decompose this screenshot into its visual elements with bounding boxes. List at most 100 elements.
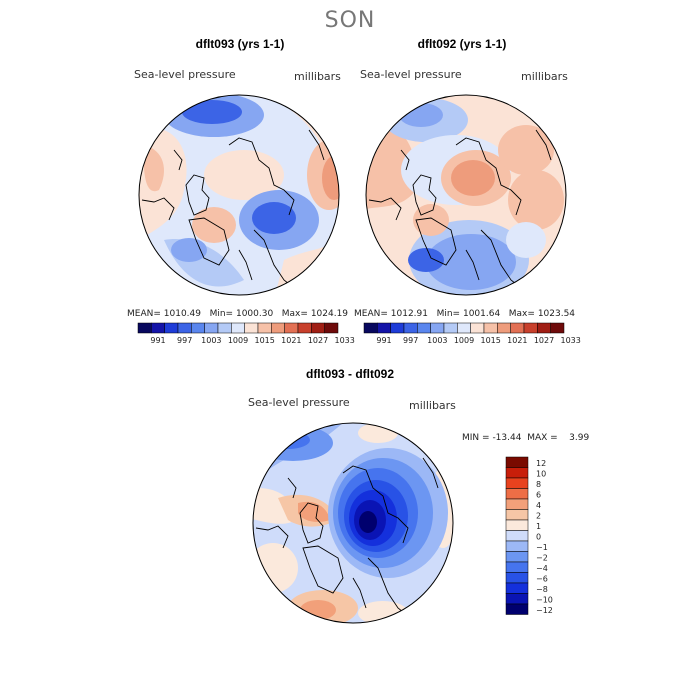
panel1-colorbar-swatch	[297, 322, 312, 334]
panel1-min: 1000.30	[235, 309, 274, 319]
panel1-colorbar-tick-label: 1015	[254, 336, 274, 345]
panel2-mean: 1012.91	[390, 309, 428, 319]
panel1-colorbar-tick-label: 1009	[228, 336, 248, 345]
panel3-min: -13.44	[492, 433, 522, 443]
panel1-mean: 1010.49	[163, 309, 201, 319]
panel3-colorbar-tick-label: −1	[536, 543, 548, 552]
panel2-colorbar-swatch	[363, 322, 378, 334]
panel3-colorbar-swatch	[505, 477, 529, 489]
panel1-colorbar-swatch	[164, 322, 179, 334]
panel1-units: millibars	[294, 70, 341, 83]
panel2-colorbar-tick-label: 1033	[560, 336, 580, 345]
panel1-max-label: Max=	[281, 309, 308, 319]
panel2-colorbar-swatch	[497, 322, 511, 334]
panel3-colorbar-tick-label: 0	[536, 532, 541, 541]
panel1-colorbar-tick-label: 1021	[281, 336, 301, 345]
panel3-colorbar-swatch	[505, 582, 529, 594]
panel2-colorbar-tick-label: 1003	[427, 336, 447, 345]
panel3-colorbar-tick-label: −8	[536, 585, 548, 594]
panel1-mean-label: MEAN=	[127, 309, 161, 319]
panel2-max-label: Max=	[508, 309, 535, 319]
panel3-max: 3.99	[569, 433, 590, 443]
panel3-colorbar-swatch	[505, 561, 529, 573]
panel2-min-label: Min=	[436, 309, 461, 319]
panel1-colorbar-tick-label: 997	[177, 336, 192, 345]
panel2-stats: MEAN= 1012.91 Min= 1001.64 Max= 1023.54	[354, 309, 575, 319]
panel3-colorbar-swatch	[505, 467, 529, 479]
panel3-variable: Sea-level pressure	[248, 396, 350, 409]
panel3-title: dflt093 - dflt092	[305, 367, 395, 381]
panel2-variable: Sea-level pressure	[360, 68, 462, 81]
panel3-colorbar-swatch	[505, 488, 529, 500]
panel2-min: 1001.64	[462, 309, 501, 319]
panel3-colorbar-swatch	[505, 519, 529, 531]
panel1-colorbar-swatch	[231, 322, 245, 334]
panel3-colorbar-swatch	[505, 456, 529, 468]
panel2-colorbar-tick-label: 997	[403, 336, 418, 345]
panel3-colorbar-tick-label: 1	[536, 522, 541, 531]
panel3-colorbar-tick-label: 6	[536, 490, 541, 499]
panel1-colorbar-tick-label: 1033	[334, 336, 354, 345]
panel2-colorbar-swatch	[403, 322, 418, 334]
panel3-map	[252, 422, 454, 624]
panel1-colorbar-swatch	[284, 322, 299, 334]
panel1-colorbar-swatch	[191, 322, 205, 334]
season-title: SON	[324, 8, 376, 33]
panel1-colorbar-swatch	[244, 322, 259, 334]
panel2-units: millibars	[521, 70, 568, 83]
panel1-colorbar: 991 997 1003 1009 1015 1021 1027 1033	[137, 322, 355, 345]
panel1-max: 1024.19	[310, 309, 349, 319]
panel3-colorbar-tick-label: −4	[536, 564, 548, 573]
panel1-colorbar-swatch	[204, 322, 219, 334]
panel2-colorbar-swatch	[457, 322, 471, 334]
panel3-colorbar-swatch	[505, 498, 529, 510]
panel2-colorbar-swatch	[430, 322, 445, 334]
panel3-colorbar-tick-label: −12	[536, 606, 553, 615]
panel2-colorbar-swatch	[537, 322, 551, 334]
panel1-colorbar-swatch	[271, 322, 285, 334]
panel2-colorbar-swatch	[417, 322, 431, 334]
panel2-mean-label: MEAN=	[354, 309, 388, 319]
panel2-colorbar-swatch	[443, 322, 458, 334]
panel1-colorbar-tick-label: 1003	[201, 336, 221, 345]
panel3-colorbar-tick-label: −6	[536, 574, 548, 583]
panel2-colorbar-tick-label: 991	[376, 336, 391, 345]
panel1-stats: MEAN= 1010.49 Min= 1000.30 Max= 1024.19	[127, 309, 348, 319]
panel3-colorbar-swatch	[505, 593, 529, 605]
panel1-colorbar-swatch	[311, 322, 325, 334]
panel3-min-label: MIN =	[462, 433, 490, 443]
panel2-max: 1023.54	[537, 309, 576, 319]
panel1-map	[138, 94, 340, 296]
panel3-colorbar-swatch	[505, 509, 529, 521]
panel2-colorbar-swatch	[377, 322, 391, 334]
panel3-colorbar-tick-label: 8	[536, 480, 541, 489]
panel3-colorbar-tick-label: 2	[536, 511, 541, 520]
panel1-colorbar-tick-label: 1027	[308, 336, 328, 345]
panel3-colorbar-tick-label: 12	[536, 459, 546, 468]
panel3-colorbar-tick-label: −10	[536, 595, 553, 604]
panel2-colorbar-swatch	[523, 322, 538, 334]
panel1-colorbar-tick-label: 991	[150, 336, 165, 345]
panel1-colorbar-swatch	[217, 322, 232, 334]
panel1-colorbar-swatch	[177, 322, 192, 334]
panel1-variable: Sea-level pressure	[134, 68, 236, 81]
panel2-colorbar: 991 997 1003 1009 1015 1021 1027 1033	[363, 322, 581, 345]
panel3-colorbar-tick-label: 10	[536, 469, 546, 478]
panel1-title: dflt093 (yrs 1-1)	[195, 37, 285, 51]
panel3-max-label: MAX =	[527, 433, 558, 443]
panel2-colorbar-tick-label: 1021	[507, 336, 527, 345]
panel2-colorbar-swatch	[483, 322, 498, 334]
panel1-colorbar-swatch	[151, 322, 165, 334]
panel2-colorbar-tick-label: 1015	[480, 336, 500, 345]
panel2-colorbar-swatch	[390, 322, 405, 334]
panel3-colorbar-swatch	[505, 551, 529, 563]
panel3-colorbar-swatch	[505, 530, 529, 542]
panel3-colorbar-swatch	[505, 572, 529, 584]
panel3-colorbar-tick-label: 4	[536, 501, 541, 510]
panel1-min-label: Min=	[209, 309, 234, 319]
panel3-colorbar-swatch	[505, 540, 529, 552]
panel2-colorbar-tick-label: 1027	[534, 336, 554, 345]
panel2-colorbar-tick-label: 1009	[454, 336, 474, 345]
panel3-stats: MIN = -13.44 MAX = 3.99	[462, 433, 589, 443]
